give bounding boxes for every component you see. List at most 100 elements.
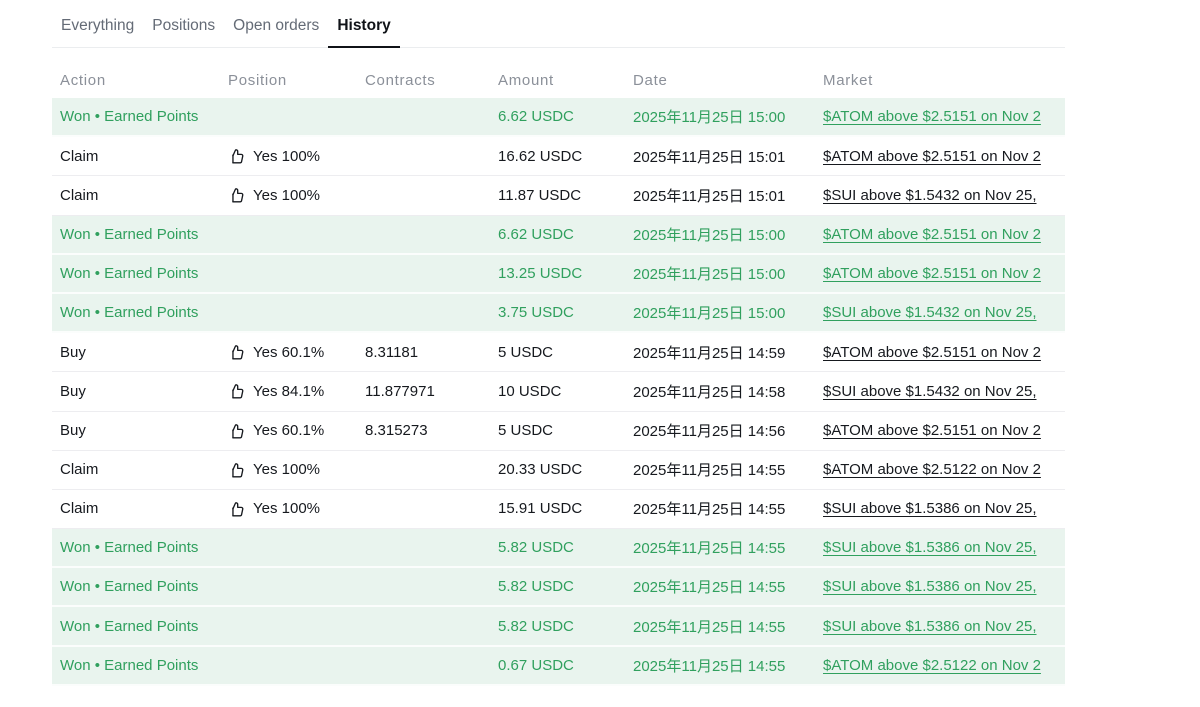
market-cell: $SUI above $1.5386 on Nov 25, (823, 618, 1065, 635)
market-link[interactable]: $ATOM above $2.5122 on Nov 2 (823, 461, 1041, 479)
date-cell: 2025年11月25日 15:01 (633, 187, 786, 205)
market-cell: $ATOM above $2.5151 on Nov 2 (823, 226, 1065, 243)
position-cell: Yes 100% (228, 461, 365, 479)
table-row: Won • Earned Points 13.25 USDC 2025年11月2… (52, 254, 1065, 294)
amount-cell: 6.62 USDC (498, 108, 574, 126)
contracts-cell: 11.877971 (365, 382, 435, 400)
market-cell: $ATOM above $2.5151 on Nov 2 (823, 265, 1065, 282)
tab-positions[interactable]: Positions (152, 17, 216, 34)
tab-history[interactable]: History (328, 17, 400, 48)
market-link[interactable]: $ATOM above $2.5151 on Nov 2 (823, 343, 1041, 361)
market-link[interactable]: $ATOM above $2.5151 on Nov 2 (823, 422, 1041, 440)
market-link[interactable]: $SUI above $1.5386 on Nov 25, (823, 500, 1037, 518)
table-row: Won • Earned Points 5.82 USDC 2025年11月25… (52, 529, 1065, 569)
market-link[interactable]: $ATOM above $2.5151 on Nov 2 (823, 108, 1041, 126)
date-cell: 2025年11月25日 14:55 (633, 618, 786, 636)
date-cell: 2025年11月25日 15:00 (633, 265, 786, 283)
position-cell: Yes 60.1% (228, 343, 365, 361)
market-link[interactable]: $SUI above $1.5386 on Nov 25, (823, 617, 1037, 635)
position-label: Yes 60.1% (253, 343, 325, 361)
amount-cell: 5 USDC (498, 422, 554, 440)
table-row: Claim Yes 100% 20.33 USDC 2025年11月25日 14… (52, 450, 1065, 490)
market-cell: $SUI above $1.5432 on Nov 25, (823, 304, 1065, 321)
market-cell: $SUI above $1.5386 on Nov 25, (823, 500, 1065, 517)
table-row: Won • Earned Points 5.82 USDC 2025年11月25… (52, 568, 1065, 608)
date-cell: 2025年11月25日 14:55 (633, 501, 786, 519)
position-label: Yes 100% (253, 461, 321, 479)
position-cell: Yes 100% (228, 186, 365, 204)
filter-tabs: Everything Positions Open orders History (52, 0, 1065, 48)
date-cell: 2025年11月25日 14:55 (633, 657, 786, 675)
market-cell: $ATOM above $2.5151 on Nov 2 (823, 422, 1065, 439)
table-row: Won • Earned Points 6.62 USDC 2025年11月25… (52, 98, 1065, 138)
position-label: Yes 84.1% (253, 382, 325, 400)
action-cell: Won • Earned Points (60, 539, 199, 557)
thumbs-up-icon (228, 148, 245, 165)
action-cell: Buy (60, 382, 86, 400)
date-cell: 2025年11月25日 14:55 (633, 540, 786, 558)
amount-cell: 5 USDC (498, 343, 554, 361)
table-row: Claim Yes 100% 11.87 USDC 2025年11月25日 15… (52, 176, 1065, 216)
action-cell: Won • Earned Points (60, 656, 199, 674)
thumbs-up-icon (228, 187, 245, 204)
position-cell: Yes 84.1% (228, 382, 365, 400)
position-label: Yes 100% (253, 500, 321, 518)
thumbs-up-icon (228, 383, 245, 400)
table-row: Buy Yes 84.1% 11.877971 10 USDC 2025年11月… (52, 372, 1065, 412)
market-cell: $ATOM above $2.5122 on Nov 2 (823, 461, 1065, 478)
column-header-amount: Amount (498, 72, 554, 89)
amount-cell: 16.62 USDC (498, 147, 583, 165)
action-cell: Buy (60, 422, 86, 440)
date-cell: 2025年11月25日 14:55 (633, 462, 786, 480)
market-link[interactable]: $ATOM above $2.5122 on Nov 2 (823, 656, 1041, 674)
table-row: Buy Yes 60.1% 8.31181 5 USDC 2025年11月25日… (52, 333, 1065, 373)
position-label: Yes 60.1% (253, 422, 325, 440)
amount-cell: 3.75 USDC (498, 304, 574, 322)
market-link[interactable]: $SUI above $1.5386 on Nov 25, (823, 578, 1037, 596)
thumbs-up-icon (228, 423, 245, 440)
action-cell: Won • Earned Points (60, 578, 199, 596)
amount-cell: 11.87 USDC (498, 186, 582, 204)
action-cell: Claim (60, 186, 99, 204)
table-row: Won • Earned Points 6.62 USDC 2025年11月25… (52, 215, 1065, 255)
date-cell: 2025年11月25日 15:01 (633, 148, 786, 166)
contracts-cell: 8.31181 (365, 343, 419, 361)
market-link[interactable]: $SUI above $1.5432 on Nov 25, (823, 382, 1037, 400)
table-row: Claim Yes 100% 16.62 USDC 2025年11月25日 15… (52, 137, 1065, 177)
contracts-cell: 8.315273 (365, 422, 428, 440)
action-cell: Buy (60, 343, 86, 361)
action-cell: Won • Earned Points (60, 304, 199, 322)
column-header-action: Action (60, 72, 106, 89)
market-cell: $SUI above $1.5386 on Nov 25, (823, 539, 1065, 556)
market-link[interactable]: $SUI above $1.5386 on Nov 25, (823, 539, 1037, 557)
market-link[interactable]: $SUI above $1.5432 on Nov 25, (823, 186, 1037, 204)
market-link[interactable]: $ATOM above $2.5151 on Nov 2 (823, 225, 1041, 243)
tab-open-orders[interactable]: Open orders (233, 17, 320, 34)
action-cell: Won • Earned Points (60, 264, 199, 282)
date-cell: 2025年11月25日 14:58 (633, 383, 786, 401)
history-page: Everything Positions Open orders History Ac… (52, 0, 1065, 686)
market-link[interactable]: $ATOM above $2.5151 on Nov 2 (823, 147, 1041, 165)
tab-everything[interactable]: Everything (61, 17, 135, 34)
column-header-date: Date (633, 72, 668, 89)
date-cell: 2025年11月25日 15:00 (633, 226, 786, 244)
market-cell: $SUI above $1.5432 on Nov 25, (823, 187, 1065, 204)
column-header-market: Market (823, 72, 874, 89)
position-cell: Yes 100% (228, 500, 365, 518)
market-cell: $ATOM above $2.5151 on Nov 2 (823, 344, 1065, 361)
market-link[interactable]: $ATOM above $2.5151 on Nov 2 (823, 264, 1041, 282)
table-row: Buy Yes 60.1% 8.315273 5 USDC 2025年11月25… (52, 411, 1065, 451)
table-row: Won • Earned Points 5.82 USDC 2025年11月25… (52, 607, 1065, 647)
position-cell: Yes 100% (228, 147, 365, 165)
market-cell: $SUI above $1.5386 on Nov 25, (823, 578, 1065, 595)
date-cell: 2025年11月25日 14:55 (633, 579, 786, 597)
amount-cell: 20.33 USDC (498, 461, 583, 479)
amount-cell: 5.82 USDC (498, 578, 574, 596)
market-cell: $ATOM above $2.5122 on Nov 2 (823, 657, 1065, 674)
action-cell: Claim (60, 500, 99, 518)
action-cell: Claim (60, 147, 99, 165)
thumbs-up-icon (228, 344, 245, 361)
date-cell: 2025年11月25日 15:00 (633, 109, 786, 127)
market-link[interactable]: $SUI above $1.5432 on Nov 25, (823, 304, 1037, 322)
column-header-contracts: Contracts (365, 72, 436, 89)
